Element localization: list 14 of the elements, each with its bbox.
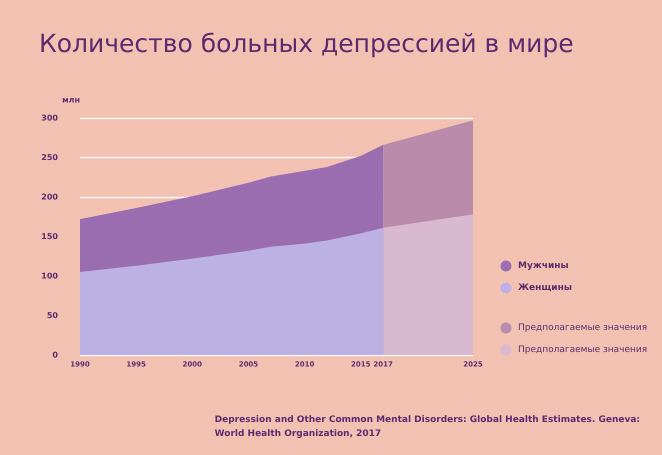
- y-tick-label: 200: [41, 192, 58, 202]
- y-tick-label: 100: [41, 272, 58, 280]
- y-tick-label: 250: [41, 153, 58, 162]
- legend-label: Мужчины: [518, 261, 569, 271]
- y-tick-label: 300: [41, 114, 58, 122]
- legend-label: Предполагаемые значения: [518, 345, 648, 355]
- y-tick-label: 50: [46, 311, 58, 320]
- text: Depression and Other Common Mental Disorders: Global Health Estimates. Geneva: World Health Organization, 2017: [214, 415, 640, 439]
- chart-title: Количество больных депрессией в мире: [39, 29, 574, 58]
- y-axis-title: млн: [62, 96, 80, 104]
- y-tick-label: 150: [41, 232, 58, 241]
- legend-label: Предполагаемые значения: [518, 323, 648, 333]
- y-tick-label: 0: [52, 350, 58, 360]
- legend-label: Женщины: [518, 283, 572, 293]
